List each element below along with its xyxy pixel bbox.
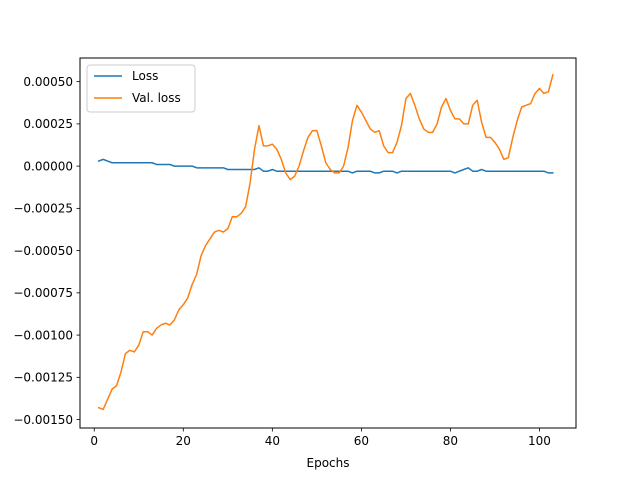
y-tick-label: −0.00125 <box>13 371 73 385</box>
y-tick-label: 0.00000 <box>23 159 73 173</box>
legend-label-loss: Loss <box>132 69 158 83</box>
y-axis: −0.00150 −0.00125 −0.00100 −0.00075 −0.00050… <box>13 75 80 427</box>
x-tick-label: 60 <box>354 434 369 448</box>
y-tick-label: −0.00050 <box>13 244 73 258</box>
series-line-loss <box>97 158 554 174</box>
x-axis-title: Epochs <box>307 456 350 470</box>
x-tick-label: 40 <box>265 434 280 448</box>
x-tick-label: 100 <box>528 434 551 448</box>
x-tick-label: 0 <box>90 434 98 448</box>
x-tick-label: 20 <box>176 434 191 448</box>
y-tick-label: −0.00025 <box>13 202 73 216</box>
y-tick-label: 0.00025 <box>23 117 73 131</box>
y-tick-label: −0.00100 <box>13 328 73 342</box>
y-tick-label: −0.00150 <box>13 413 73 427</box>
x-axis: 0 20 40 60 80 100 <box>90 428 551 448</box>
y-tick-label: −0.00075 <box>13 286 73 300</box>
series-line-val-loss <box>97 73 554 411</box>
x-tick-label: 80 <box>443 434 458 448</box>
legend: Loss Val. loss <box>86 64 196 113</box>
plot-frame <box>79 57 577 429</box>
y-tick-label: 0.00050 <box>23 75 73 89</box>
legend-label-val-loss: Val. loss <box>132 91 181 105</box>
series-layer <box>97 73 554 411</box>
